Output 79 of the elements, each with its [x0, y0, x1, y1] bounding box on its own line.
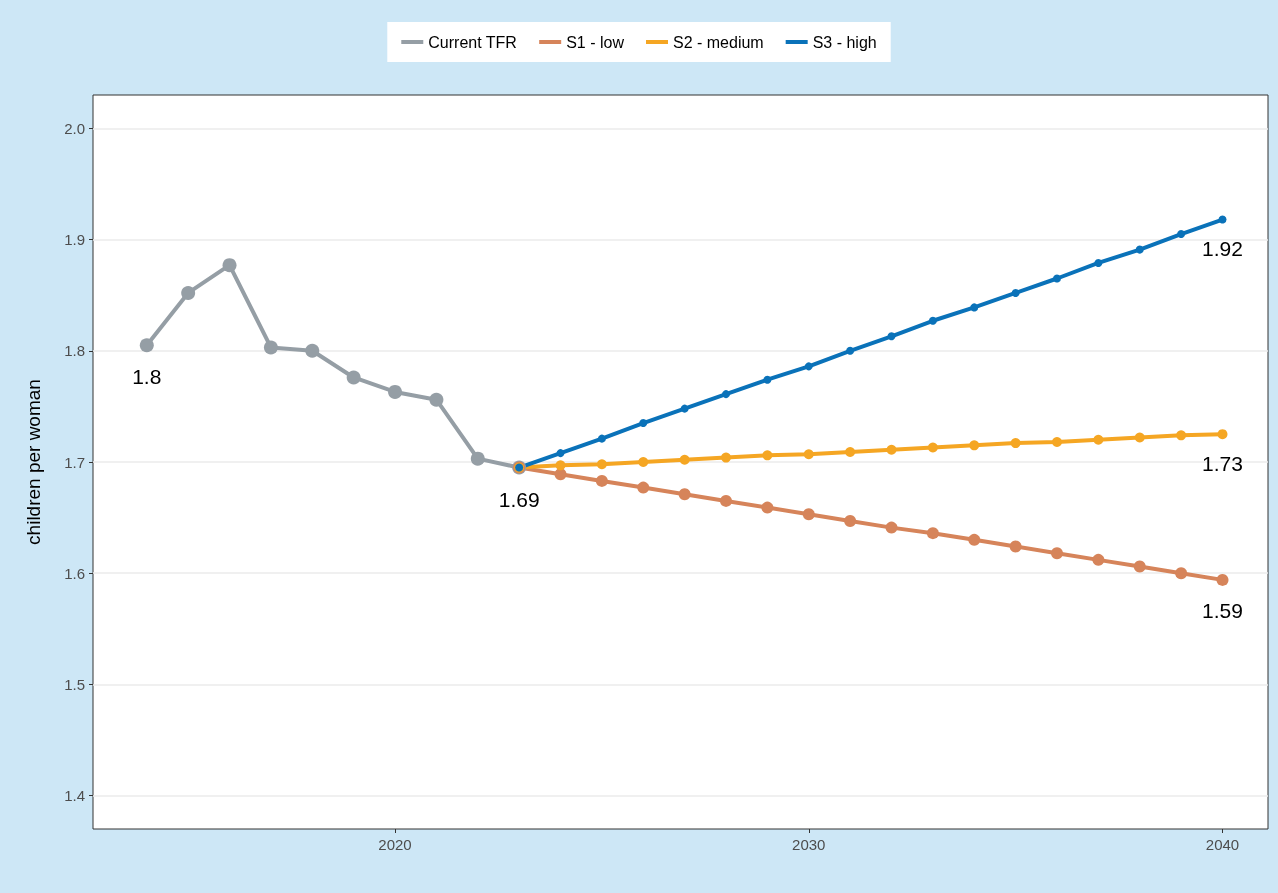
point [844, 514, 857, 527]
y-axis-title: children per woman [23, 379, 44, 545]
point [429, 392, 444, 407]
point [305, 343, 320, 358]
point [678, 488, 691, 501]
point [968, 533, 981, 546]
point [222, 258, 237, 273]
x-tick-label: 2040 [1205, 836, 1240, 853]
point [1092, 553, 1105, 566]
point [720, 494, 733, 507]
data-label: 1.8 [132, 365, 162, 389]
point [1052, 436, 1062, 447]
point [927, 442, 938, 453]
point [1216, 573, 1229, 586]
point [1176, 430, 1187, 441]
point [1010, 438, 1021, 449]
point [1011, 288, 1020, 297]
point [969, 440, 980, 451]
point [845, 446, 856, 457]
point [1177, 230, 1186, 239]
point [926, 527, 939, 540]
data-label: 1.59 [1202, 598, 1243, 622]
y-tick-label: 1.8 [64, 342, 85, 360]
point [886, 444, 897, 455]
point [802, 508, 815, 521]
x-tick-label: 2020 [378, 836, 412, 853]
point [1135, 245, 1144, 254]
point [804, 362, 813, 371]
point [181, 285, 196, 300]
point [846, 346, 855, 355]
point [1009, 540, 1022, 553]
data-label: 1.73 [1202, 452, 1243, 476]
point [885, 521, 898, 534]
point [1094, 258, 1103, 267]
legend-label: S2 - medium [672, 33, 764, 51]
point [761, 501, 774, 514]
point [722, 390, 731, 399]
point [1133, 560, 1146, 573]
point [637, 481, 650, 494]
point [1218, 215, 1227, 224]
y-tick-label: 1.7 [64, 453, 85, 471]
point [555, 460, 566, 471]
y-tick-label: 1.9 [64, 231, 85, 249]
point [763, 375, 772, 384]
y-tick-label: 1.4 [64, 787, 85, 805]
point [556, 449, 565, 458]
data-label: 1.69 [498, 487, 540, 511]
point [346, 370, 361, 385]
point [1217, 429, 1228, 440]
point [680, 404, 689, 413]
legend-label: Current TFR [428, 33, 517, 51]
point [762, 450, 773, 461]
point [679, 454, 690, 465]
point [887, 332, 896, 341]
point [595, 474, 608, 487]
point [1093, 434, 1104, 445]
point [928, 316, 937, 325]
point [1134, 432, 1145, 443]
point [388, 384, 403, 399]
point [1175, 567, 1188, 580]
x-tick-label: 2030 [792, 836, 826, 853]
point [1051, 547, 1063, 560]
point [721, 452, 732, 463]
point [970, 303, 979, 312]
point [638, 457, 649, 467]
y-tick-label: 1.6 [64, 564, 85, 582]
point [639, 419, 648, 428]
point [803, 449, 814, 460]
point [597, 434, 606, 443]
point [1053, 274, 1061, 283]
point [470, 451, 485, 466]
point [263, 340, 278, 355]
y-tick-label: 1.5 [64, 675, 85, 693]
legend-label: S1 - low [566, 33, 625, 51]
legend-label: S3 - high [812, 33, 877, 51]
point [139, 338, 154, 353]
y-tick-label: 2.0 [64, 119, 85, 137]
point [596, 459, 607, 470]
data-label: 1.92 [1202, 236, 1243, 260]
